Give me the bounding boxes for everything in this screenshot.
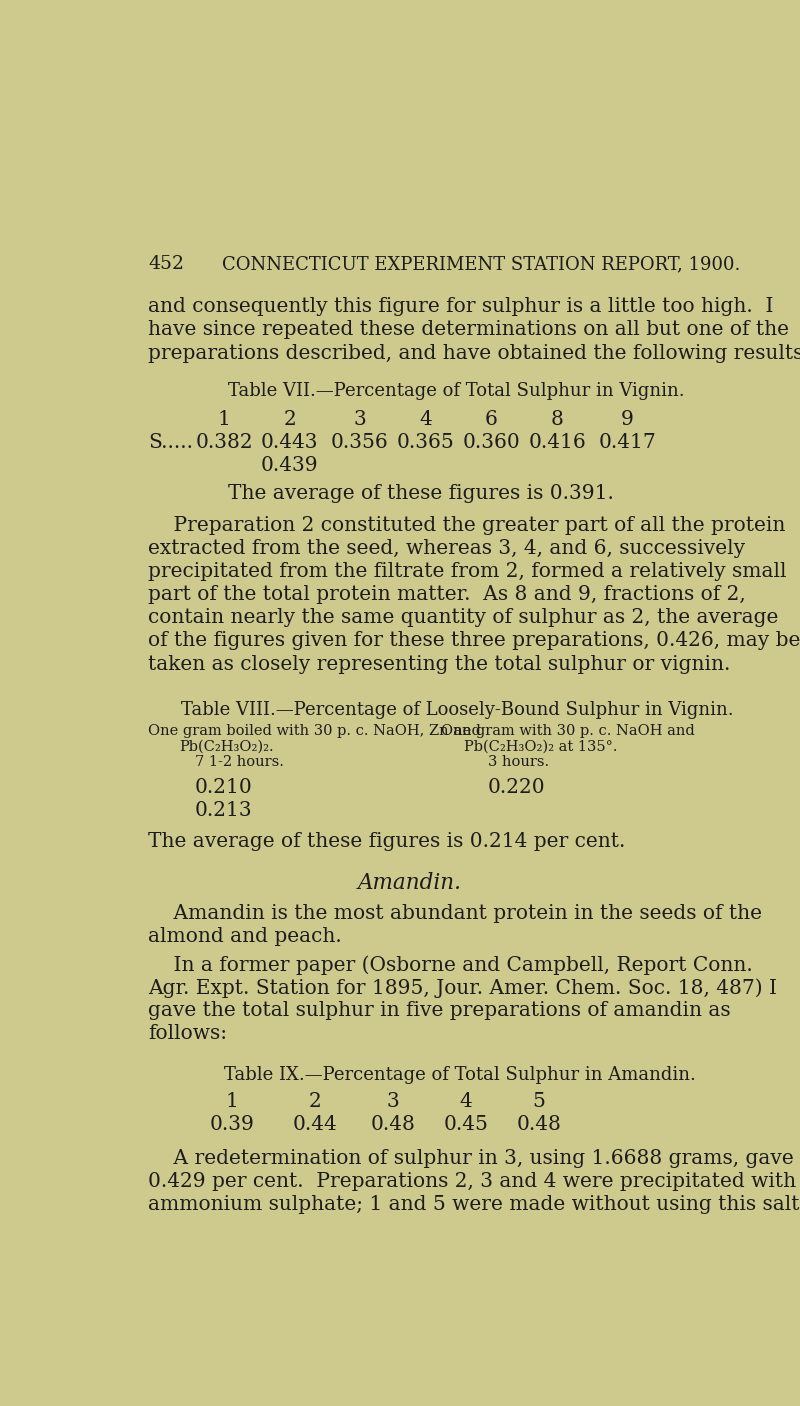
Text: 1: 1: [226, 1092, 238, 1111]
Text: and consequently this figure for sulphur is a little too high.  I: and consequently this figure for sulphur…: [148, 297, 774, 316]
Text: 0.44: 0.44: [293, 1115, 338, 1135]
Text: 0.220: 0.220: [487, 778, 545, 797]
Text: 0.365: 0.365: [397, 433, 454, 451]
Text: 0.45: 0.45: [443, 1115, 488, 1135]
Text: 0.48: 0.48: [370, 1115, 415, 1135]
Text: The average of these figures is 0.391.: The average of these figures is 0.391.: [228, 484, 614, 503]
Text: extracted from the seed, whereas 3, 4, and 6, successively: extracted from the seed, whereas 3, 4, a…: [148, 538, 745, 558]
Text: 0.417: 0.417: [598, 433, 656, 451]
Text: 2: 2: [283, 409, 296, 429]
Text: 0.48: 0.48: [516, 1115, 561, 1135]
Text: CONNECTICUT EXPERIMENT STATION REPORT, 1900.: CONNECTICUT EXPERIMENT STATION REPORT, 1…: [222, 254, 740, 273]
Text: 4: 4: [419, 409, 432, 429]
Text: Pb(C₂H₃O₂)₂.: Pb(C₂H₃O₂)₂.: [179, 740, 274, 754]
Text: Agr. Expt. Station for 1895, Jour. Amer. Chem. Soc. 18, 487) I: Agr. Expt. Station for 1895, Jour. Amer.…: [148, 979, 777, 998]
Text: of the figures given for these three preparations, 0.426, may be: of the figures given for these three pre…: [148, 631, 800, 651]
Text: precipitated from the filtrate from 2, formed a relatively small: precipitated from the filtrate from 2, f…: [148, 562, 786, 581]
Text: 4: 4: [459, 1092, 472, 1111]
Text: 0.416: 0.416: [528, 433, 586, 451]
Text: 0.213: 0.213: [194, 801, 252, 820]
Text: 6: 6: [485, 409, 498, 429]
Text: 0.210: 0.210: [194, 778, 252, 797]
Text: 3 hours.: 3 hours.: [487, 755, 549, 769]
Text: Amandin is the most abundant protein in the seeds of the: Amandin is the most abundant protein in …: [148, 904, 762, 924]
Text: 0.443: 0.443: [261, 433, 318, 451]
Text: 7 1-2 hours.: 7 1-2 hours.: [194, 755, 283, 769]
Text: preparations described, and have obtained the following results:: preparations described, and have obtaine…: [148, 343, 800, 363]
Text: part of the total protein matter.  As 8 and 9, fractions of 2,: part of the total protein matter. As 8 a…: [148, 585, 746, 605]
Text: 3: 3: [386, 1092, 399, 1111]
Text: 0.439: 0.439: [261, 456, 318, 475]
Text: 1: 1: [218, 409, 230, 429]
Text: 0.429 per cent.  Preparations 2, 3 and 4 were precipitated with: 0.429 per cent. Preparations 2, 3 and 4 …: [148, 1173, 796, 1191]
Text: 0.356: 0.356: [330, 433, 389, 451]
Text: 2: 2: [309, 1092, 322, 1111]
Text: The average of these figures is 0.214 per cent.: The average of these figures is 0.214 pe…: [148, 832, 626, 851]
Text: Preparation 2 constituted the greater part of all the protein: Preparation 2 constituted the greater pa…: [148, 516, 786, 536]
Text: follows:: follows:: [148, 1024, 227, 1043]
Text: Pb(C₂H₃O₂)₂ at 135°.: Pb(C₂H₃O₂)₂ at 135°.: [464, 740, 618, 754]
Text: 8: 8: [551, 409, 564, 429]
Text: S.....: S.....: [148, 433, 193, 451]
Text: 5: 5: [532, 1092, 545, 1111]
Text: ammonium sulphate; 1 and 5 were made without using this salt.: ammonium sulphate; 1 and 5 were made wit…: [148, 1195, 800, 1215]
Text: 0.39: 0.39: [210, 1115, 254, 1135]
Text: 452: 452: [148, 254, 184, 273]
Text: taken as closely representing the total sulphur or vignin.: taken as closely representing the total …: [148, 655, 730, 673]
Text: Table VIII.—Percentage of Loosely-Bound Sulphur in Vignin.: Table VIII.—Percentage of Loosely-Bound …: [182, 700, 734, 718]
Text: Amandin.: Amandin.: [358, 872, 462, 894]
Text: contain nearly the same quantity of sulphur as 2, the average: contain nearly the same quantity of sulp…: [148, 609, 778, 627]
Text: In a former paper (Osborne and Campbell, Report Conn.: In a former paper (Osborne and Campbell,…: [148, 955, 753, 974]
Text: almond and peach.: almond and peach.: [148, 927, 342, 946]
Text: One gram with 30 p. c. NaOH and: One gram with 30 p. c. NaOH and: [441, 724, 694, 738]
Text: One gram boiled with 30 p. c. NaOH, Zn and: One gram boiled with 30 p. c. NaOH, Zn a…: [148, 724, 481, 738]
Text: gave the total sulphur in five preparations of amandin as: gave the total sulphur in five preparati…: [148, 1001, 730, 1021]
Text: Table IX.—Percentage of Total Sulphur in Amandin.: Table IX.—Percentage of Total Sulphur in…: [224, 1066, 696, 1084]
Text: 3: 3: [354, 409, 366, 429]
Text: Table VII.—Percentage of Total Sulphur in Vignin.: Table VII.—Percentage of Total Sulphur i…: [228, 382, 685, 401]
Text: 0.360: 0.360: [462, 433, 520, 451]
Text: A redetermination of sulphur in 3, using 1.6688 grams, gave: A redetermination of sulphur in 3, using…: [148, 1149, 794, 1168]
Text: have since repeated these determinations on all but one of the: have since repeated these determinations…: [148, 321, 789, 339]
Text: 9: 9: [621, 409, 634, 429]
Text: 0.382: 0.382: [195, 433, 253, 451]
